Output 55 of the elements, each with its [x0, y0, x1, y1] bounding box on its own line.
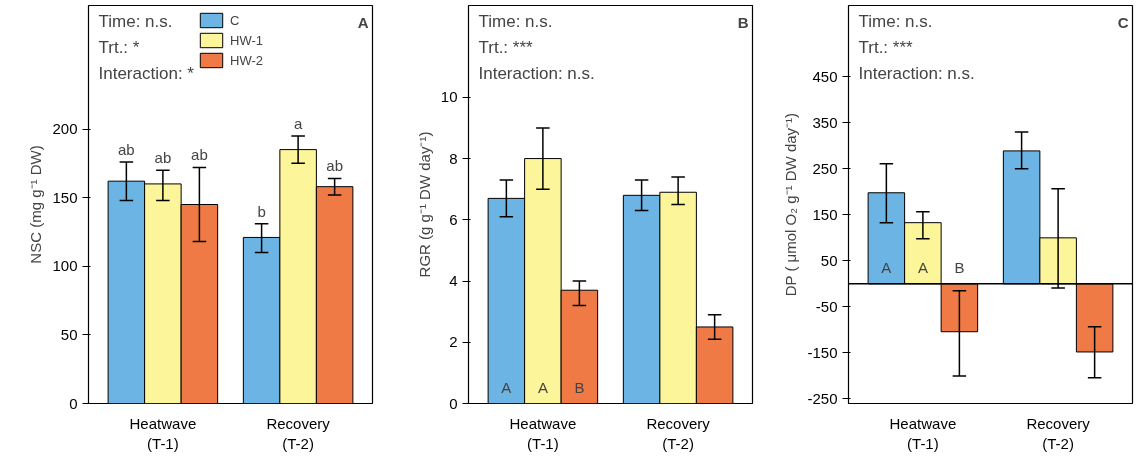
data-label: ab — [191, 146, 208, 164]
data-label: A — [501, 378, 512, 396]
data-label: B — [954, 258, 965, 276]
annotation: Interaction: * — [98, 63, 195, 83]
data-label: A — [917, 258, 928, 276]
x-tick-label: Recovery (T-2) — [266, 414, 331, 452]
x-tick-label: Recovery (T-2) — [646, 414, 711, 452]
y-axis-title: RGR (g g⁻¹ DW day⁻¹) — [415, 131, 433, 278]
y-tick-label: 0 — [449, 394, 458, 412]
annotation: Trt.: *** — [478, 37, 534, 57]
data-label: ab — [326, 157, 343, 175]
y-tick-label: 8 — [449, 149, 458, 167]
data-label: ab — [118, 140, 135, 158]
legend-label: C — [230, 12, 241, 28]
y-tick-label: 2 — [449, 333, 458, 351]
y-tick-label: 200 — [52, 120, 78, 138]
y-axis-title: DP ( μmol O₂ g⁻¹ DW day⁻¹) — [782, 112, 800, 297]
legend-label: HW-2 — [230, 52, 263, 68]
x-tick-label: Heatwave (T-1) — [509, 414, 577, 452]
annotation: Interaction: n.s. — [858, 63, 975, 83]
data-label: A — [881, 258, 892, 276]
data-label: b — [257, 202, 266, 220]
annotation: Interaction: n.s. — [478, 63, 595, 83]
annotation: Time: n.s. — [98, 11, 173, 31]
y-tick-label: 4 — [449, 272, 458, 290]
y-tick-label: 10 — [440, 88, 458, 106]
data-label: ab — [154, 149, 172, 167]
y-tick-label: 6 — [449, 210, 458, 228]
annotation: Time: n.s. — [858, 11, 933, 31]
y-tick-label: -50 — [815, 297, 838, 315]
data-label: A — [537, 378, 548, 396]
annotation: Trt.: * — [98, 37, 140, 57]
y-tick-label: 350 — [812, 113, 838, 131]
y-tick-label: -250 — [807, 389, 838, 407]
text: C — [1117, 13, 1129, 31]
y-tick-label: 150 — [812, 205, 838, 223]
y-axis-title: NSC (mg g⁻¹ DW) — [27, 145, 45, 264]
text: B — [737, 13, 749, 31]
y-tick-label: 50 — [820, 251, 838, 269]
y-tick-label: 0 — [69, 394, 78, 412]
data-label: a — [293, 114, 303, 132]
x-tick-label: Recovery (T-2) — [1026, 414, 1091, 452]
y-tick-label: 250 — [812, 159, 838, 177]
legend-label: HW-1 — [230, 32, 263, 48]
annotation: Trt.: *** — [858, 37, 914, 57]
y-tick-label: 100 — [52, 257, 78, 275]
y-tick-label: 50 — [60, 325, 78, 343]
y-tick-label: 450 — [812, 67, 838, 85]
y-tick-label: -150 — [807, 343, 838, 361]
text: A — [357, 13, 369, 31]
data-label: B — [574, 378, 585, 396]
annotation: Time: n.s. — [478, 11, 553, 31]
y-tick-label: 150 — [52, 188, 78, 206]
x-tick-label: Heatwave (T-1) — [129, 414, 197, 452]
x-tick-label: Heatwave (T-1) — [889, 414, 957, 452]
